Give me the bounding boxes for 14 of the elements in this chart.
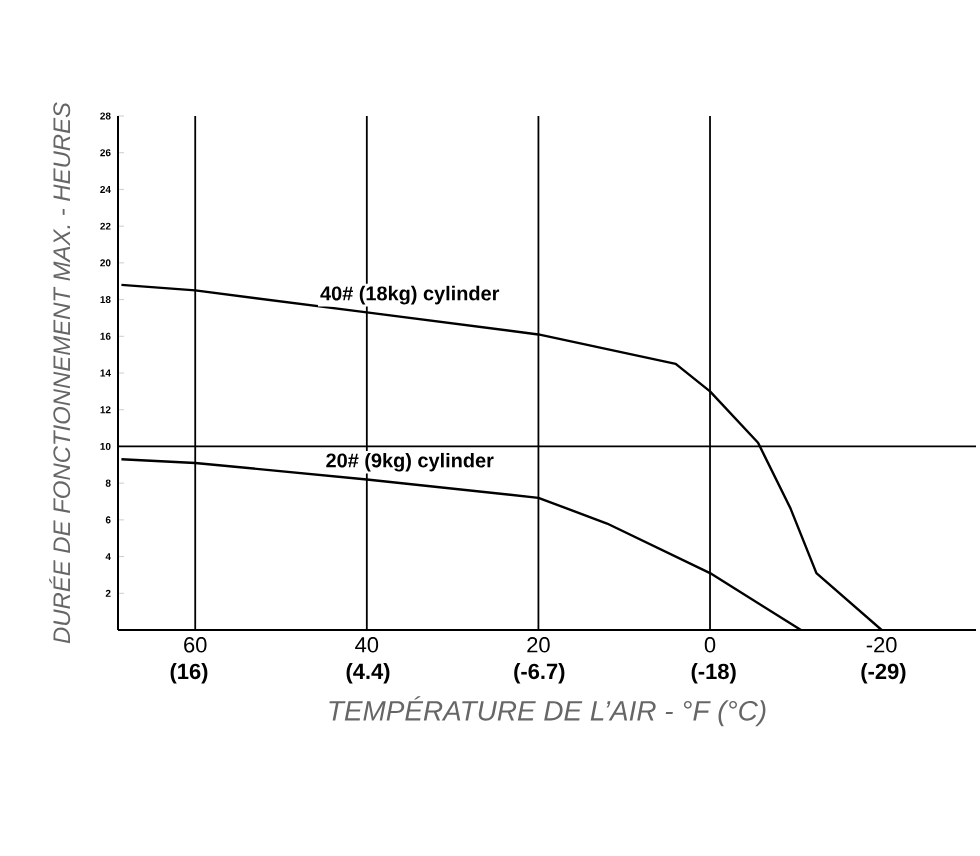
x-tick-label: 0 <box>704 637 716 653</box>
x-tick-label: 20 <box>527 637 550 653</box>
x-tick-label: 40 <box>355 637 379 653</box>
x2-tick-label: (-6.7) <box>514 663 565 684</box>
x2-tick-label: (-29) <box>861 663 906 684</box>
series-label: 40# (18kg) cylinder <box>320 285 500 305</box>
x-axis-title: TEMPÉRATURE DE L’AIR - °F (°C) <box>329 696 766 727</box>
x-tick-label: -20 <box>866 637 897 653</box>
x2-tick-label: (16) <box>170 663 208 684</box>
x-tick-label: 60 <box>184 637 207 653</box>
series-label: 20# (9kg) cylinder <box>326 452 494 472</box>
y-axis-title: DURÉE DE FONCTIONNEMENT MAX. - HEURES <box>49 102 71 644</box>
x2-tick-label: (4.4) <box>346 663 390 684</box>
x2-tick-label: (-18) <box>691 663 736 684</box>
